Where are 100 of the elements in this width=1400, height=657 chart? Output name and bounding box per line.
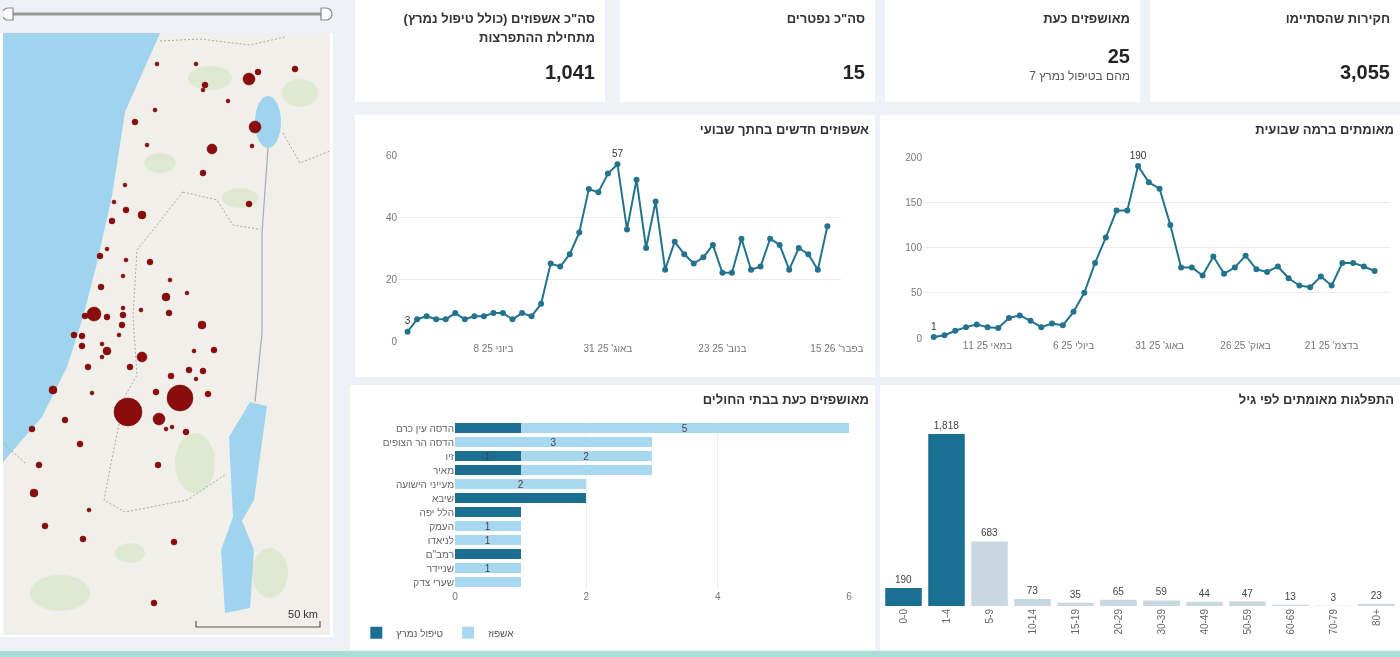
point <box>423 313 430 320</box>
point <box>1049 320 1056 327</box>
data-label: 47 <box>1241 587 1254 599</box>
point <box>1070 308 1077 315</box>
point <box>1328 282 1335 289</box>
y-tick-label: 100 <box>905 242 923 253</box>
chart-title: מאושפזים כעת בבתי החולים <box>702 392 869 408</box>
point <box>528 313 535 320</box>
point <box>757 263 764 270</box>
point <box>1113 207 1120 214</box>
point <box>452 310 459 317</box>
y-tick-label: 50 <box>910 287 923 299</box>
bar <box>1229 601 1266 606</box>
point <box>690 260 697 267</box>
point <box>1296 282 1303 289</box>
point <box>1210 253 1217 260</box>
point <box>442 316 449 323</box>
x-tick-label: בנוב' 25 23 <box>698 343 747 354</box>
point <box>719 269 726 276</box>
text: חקירות שהסתיימו <box>1285 11 1390 26</box>
point <box>1178 264 1185 271</box>
bar <box>885 588 922 606</box>
point <box>776 241 783 248</box>
point <box>1231 264 1238 271</box>
point <box>1145 179 1152 186</box>
point <box>1016 312 1023 319</box>
x-tick-label: 50-59 <box>1241 608 1253 635</box>
y-tick-label: 150 <box>905 196 923 208</box>
point <box>1124 207 1131 214</box>
text: 50 km <box>288 608 318 620</box>
point <box>519 310 526 317</box>
bar <box>520 422 849 434</box>
point <box>585 186 592 193</box>
y-tick-label: רמב"ם <box>425 548 454 560</box>
data-label: 1 <box>484 520 491 532</box>
text: 25 <box>1107 45 1130 67</box>
point <box>1274 263 1281 270</box>
y-tick-label: הדסה עין כרם <box>395 422 454 434</box>
y-tick-label: הדסה הר הצופים <box>382 436 454 448</box>
x-tick-label: באוג' 25 31 <box>1135 340 1184 351</box>
data-label: 190 <box>1129 149 1147 161</box>
data-label: 1 <box>484 562 491 574</box>
point <box>700 254 707 261</box>
point <box>1253 266 1260 273</box>
bar <box>520 464 652 476</box>
bar <box>1100 599 1137 606</box>
point <box>643 245 650 251</box>
bar <box>455 492 587 504</box>
data-label: 3 <box>550 436 557 448</box>
point <box>1285 275 1292 282</box>
data-label: 23 <box>1370 589 1383 601</box>
data-label: 1 <box>484 450 491 462</box>
data-label: 57 <box>611 148 624 160</box>
data-label: 13 <box>1284 590 1297 602</box>
point <box>480 313 487 320</box>
x-tick-label: 80+ <box>1370 608 1382 626</box>
data-label: 683 <box>980 527 999 539</box>
data-label: 5 <box>681 422 688 434</box>
text: מאושפזים כעת <box>1043 11 1130 26</box>
point <box>930 334 937 341</box>
point <box>576 229 583 236</box>
bar <box>928 434 965 606</box>
data-label: 1 <box>484 534 491 546</box>
data-label: 73 <box>1026 585 1039 597</box>
point <box>1135 163 1142 170</box>
point <box>1167 221 1174 228</box>
point <box>1264 268 1271 275</box>
point <box>461 316 468 323</box>
y-tick-label: 60 <box>385 149 398 161</box>
point <box>681 251 688 258</box>
bar <box>455 576 521 588</box>
bar <box>1358 603 1395 606</box>
x-tick-label: 6 <box>846 591 853 602</box>
point <box>1317 273 1324 280</box>
data-label: 35 <box>1069 588 1082 600</box>
legend-label: טיפול נמרץ <box>396 627 444 639</box>
chart-title: התפלגות מאומתים לפי גיל <box>1238 392 1394 408</box>
x-tick-label: 2 <box>583 591 590 602</box>
point <box>633 176 640 183</box>
data-label: 3 <box>404 315 411 327</box>
legend-label: אשפוז <box>488 627 515 639</box>
point <box>604 170 611 177</box>
point <box>538 300 545 307</box>
text: סה"כ אשפוזים (כולל טיפול נמרץ) מתחילת ההתפרצות <box>403 11 595 45</box>
point <box>471 313 478 320</box>
point <box>1307 284 1314 291</box>
point <box>814 266 821 273</box>
point <box>973 321 980 328</box>
text: 1,041 <box>544 61 595 83</box>
point <box>767 235 774 242</box>
point <box>1371 268 1378 275</box>
y-tick-label: 40 <box>385 211 398 223</box>
point <box>1038 324 1045 331</box>
point <box>490 310 497 317</box>
y-tick-label: שניידר <box>426 562 454 574</box>
point <box>624 226 630 233</box>
point <box>1339 259 1346 266</box>
x-tick-label: באוג' 25 31 <box>583 343 633 354</box>
point <box>748 266 755 273</box>
point <box>499 310 506 317</box>
